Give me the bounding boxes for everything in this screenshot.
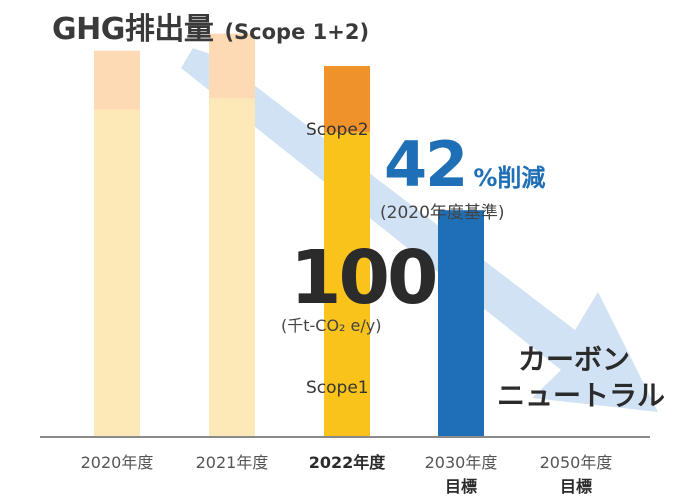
x-tick-label-2022: 2022年度 [308,453,386,472]
bar-scope1-2021年度 [209,98,255,436]
x-tick-sublabel-2030: 目標 [444,477,477,496]
bar-scope2-2021年度 [209,33,255,99]
x-tick-label-2021: 2021年度 [195,453,269,472]
bar-scope1-2030年度 [438,210,484,436]
scope1-label: Scope1 [306,378,369,398]
chart-title: GHG排出量 (Scope 1+2) [52,4,369,48]
title-sub: (Scope 1+2) [224,20,370,44]
reduction-basis: (2020年度基準) [380,203,505,223]
emissions-2022-value: 100 [290,235,438,321]
bar-scope1-2022年度 [324,132,370,437]
carbon-neutral-label-line1: カーボン [518,343,631,376]
bar-scope2-2022年度 [324,65,370,133]
x-tick-label-2030: 2030年度 [424,453,498,472]
reduction-unit: %削減 [473,164,546,192]
title-main: GHG排出量 [52,12,214,47]
carbon-neutral-label-line2: ニュートラル [497,379,666,412]
bar-scope2-2020年度 [94,50,140,110]
scope2-label: Scope2 [306,120,369,140]
x-tick-sublabel-2050: 目標 [559,477,592,496]
bars-group [94,33,484,437]
x-tick-label-2050: 2050年度 [539,453,613,472]
reduction-value: 42 [384,128,468,201]
reduction-callout: 42 %削減 [384,128,545,201]
emissions-unit: (千t-CO₂ e/y) [281,316,382,335]
reduction-trend-arrow [181,48,658,412]
bar-scope1-2020年度 [94,109,140,436]
x-tick-label-2020: 2020年度 [80,453,154,472]
